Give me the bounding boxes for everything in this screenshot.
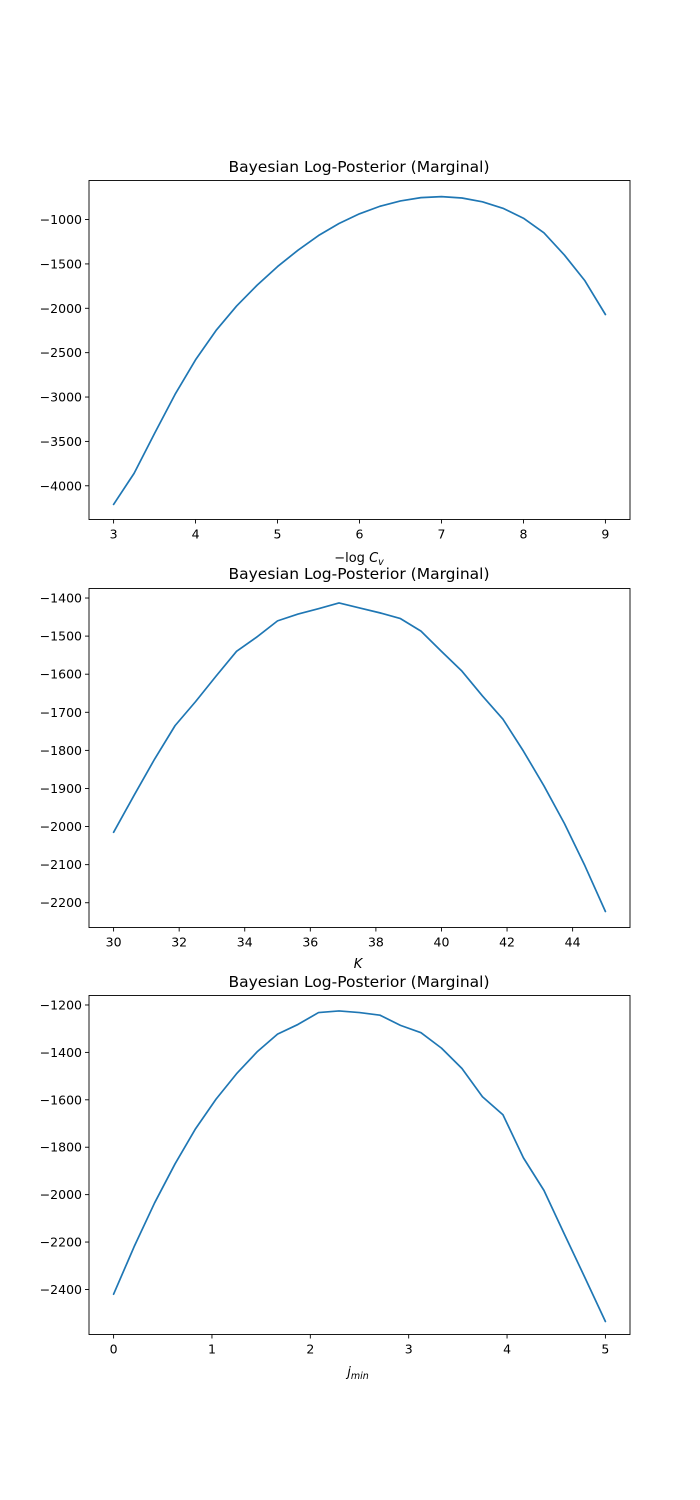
y-tick-label: −1400 bbox=[40, 591, 82, 606]
y-tick-label: −2400 bbox=[40, 1282, 82, 1297]
y-tick-label: −2000 bbox=[40, 1187, 82, 1202]
chart-title: Bayesian Log-Posterior (Marginal) bbox=[228, 973, 489, 991]
x-tick-label: 38 bbox=[368, 935, 384, 950]
x-tick-label: 32 bbox=[171, 935, 187, 950]
x-tick-label: 4 bbox=[192, 527, 200, 542]
y-axis-ticks: −2200 −2100 −2000 −1900 −1800 −1700 −1600 −1500… bbox=[40, 591, 89, 910]
y-tick-label: −2000 bbox=[40, 301, 82, 316]
y-tick-label: −1700 bbox=[40, 705, 82, 720]
x-tick-label: 2 bbox=[306, 1342, 314, 1357]
y-tick-label: −2500 bbox=[40, 345, 82, 360]
x-tick-label: 44 bbox=[565, 935, 581, 950]
y-tick-label: −2100 bbox=[40, 857, 82, 872]
plot-frame bbox=[88, 588, 631, 928]
y-tick-label: −1000 bbox=[40, 212, 82, 227]
x-axis-ticks: 3 4 5 6 7 8 9 bbox=[110, 519, 609, 542]
x-axis-label: −log Cv bbox=[334, 551, 384, 568]
x-tick-label: 36 bbox=[302, 935, 318, 950]
x-axis-ticks: 30 32 34 36 38 40 42 44 bbox=[106, 927, 581, 950]
chart-panel-2: Bayesian Log-Posterior (Marginal) 30 32 34… bbox=[40, 565, 631, 972]
y-tick-label: −1800 bbox=[40, 1140, 82, 1155]
x-axis-ticks: 0 1 2 3 4 5 bbox=[110, 1334, 609, 1357]
x-axis-label: jmin bbox=[345, 1365, 369, 1382]
x-tick-label: 5 bbox=[601, 1342, 609, 1357]
y-tick-label: −3000 bbox=[40, 390, 82, 405]
y-tick-label: −1600 bbox=[40, 667, 82, 682]
chart-title: Bayesian Log-Posterior (Marginal) bbox=[228, 565, 489, 583]
x-tick-label: 42 bbox=[499, 935, 515, 950]
chart-title: Bayesian Log-Posterior (Marginal) bbox=[228, 158, 489, 176]
x-tick-label: 3 bbox=[110, 527, 118, 542]
y-tick-label: −3500 bbox=[40, 434, 82, 449]
y-tick-label: −1900 bbox=[40, 781, 82, 796]
x-tick-label: 40 bbox=[434, 935, 450, 950]
series-line bbox=[112, 1010, 607, 1323]
y-tick-label: −1800 bbox=[40, 743, 82, 758]
x-tick-label: 7 bbox=[437, 527, 445, 542]
x-tick-label: 6 bbox=[356, 527, 364, 542]
chart-panel-1: Bayesian Log-Posterior (Marginal) 3 4 5 6 7 8… bbox=[40, 158, 631, 568]
y-tick-label: −1600 bbox=[40, 1092, 82, 1107]
series-line bbox=[112, 195, 607, 506]
x-tick-label: 9 bbox=[601, 527, 609, 542]
y-tick-label: −2200 bbox=[40, 1235, 82, 1250]
y-tick-label: −1200 bbox=[40, 997, 82, 1012]
x-tick-label: 5 bbox=[274, 527, 282, 542]
plot-frame bbox=[88, 180, 631, 520]
y-tick-label: −2200 bbox=[40, 895, 82, 910]
y-tick-label: −2000 bbox=[40, 819, 82, 834]
x-tick-label: 1 bbox=[208, 1342, 216, 1357]
x-tick-label: 0 bbox=[110, 1342, 118, 1357]
y-tick-label: −1500 bbox=[40, 256, 82, 271]
y-tick-label: −4000 bbox=[40, 478, 82, 493]
plot-frame bbox=[88, 995, 631, 1335]
x-tick-label: 3 bbox=[405, 1342, 413, 1357]
x-tick-label: 8 bbox=[519, 527, 527, 542]
x-tick-label: 4 bbox=[503, 1342, 511, 1357]
y-tick-label: −1400 bbox=[40, 1045, 82, 1060]
series-line bbox=[112, 602, 607, 913]
x-tick-label: 30 bbox=[106, 935, 122, 950]
y-axis-ticks: −4000 −3500 −3000 −2500 −2000 −1500 −1000 bbox=[40, 212, 89, 493]
x-axis-label: K bbox=[354, 957, 364, 972]
chart-panel-3: Bayesian Log-Posterior (Marginal) 0 1 2 3 4 5… bbox=[40, 973, 631, 1382]
y-axis-ticks: −2400 −2200 −2000 −1800 −1600 −1400 −1200 bbox=[40, 997, 89, 1297]
x-tick-label: 34 bbox=[237, 935, 253, 950]
y-tick-label: −1500 bbox=[40, 629, 82, 644]
